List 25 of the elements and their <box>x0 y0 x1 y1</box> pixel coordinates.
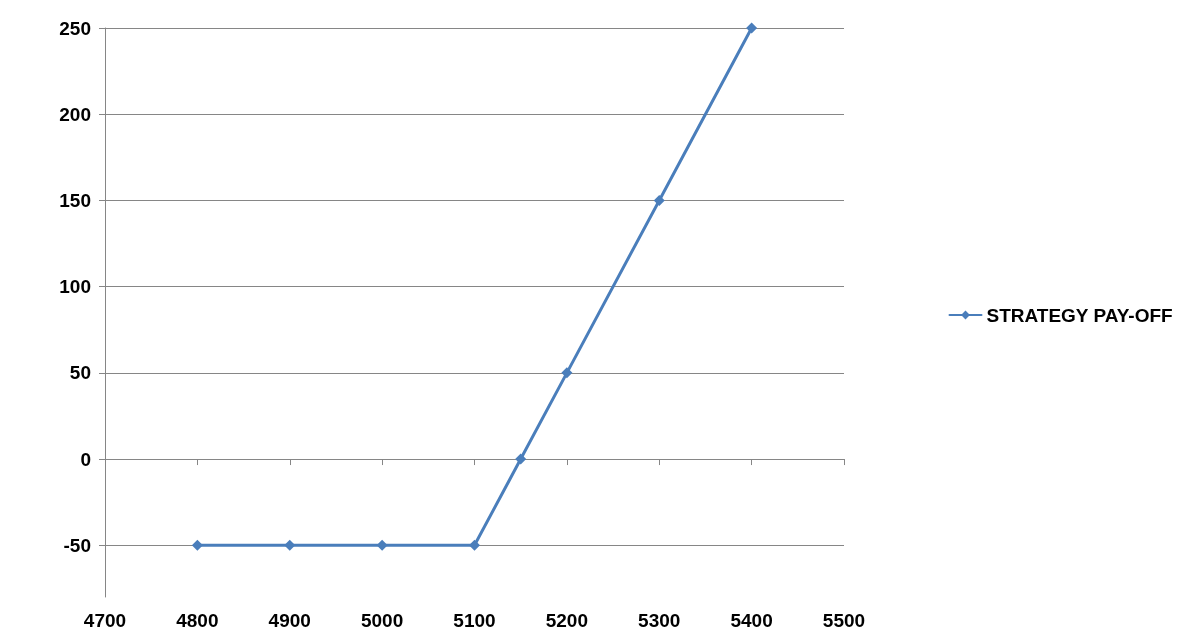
legend-label: STRATEGY PAY-OFF <box>986 304 1173 326</box>
point <box>653 194 665 206</box>
y-tick-label: 100 <box>59 276 91 298</box>
x-tick-label: 5300 <box>638 610 681 630</box>
y-tick-label: 250 <box>59 17 91 39</box>
point <box>515 453 527 465</box>
x-tick-label: 5000 <box>360 610 404 630</box>
y-tick-label: 200 <box>59 103 91 125</box>
x-tick-label: 4900 <box>268 610 311 630</box>
y-tick-label: 150 <box>59 189 91 211</box>
x-tick-label: 5100 <box>453 610 496 630</box>
point <box>561 367 573 379</box>
y-tick-label: 50 <box>69 362 91 384</box>
point <box>469 539 480 551</box>
x-tick-label: 4700 <box>83 610 127 630</box>
x-tick-label: 5200 <box>545 610 589 630</box>
y-tick-label: 0 <box>80 448 91 470</box>
x-tick-label: 5500 <box>822 610 866 630</box>
point <box>191 539 203 551</box>
point <box>746 22 758 34</box>
x-tick-label: 4800 <box>176 610 219 630</box>
point <box>376 539 388 551</box>
y-tick-label: -50 <box>63 534 91 556</box>
x-tick-label: 5400 <box>730 610 773 630</box>
point <box>284 539 296 551</box>
